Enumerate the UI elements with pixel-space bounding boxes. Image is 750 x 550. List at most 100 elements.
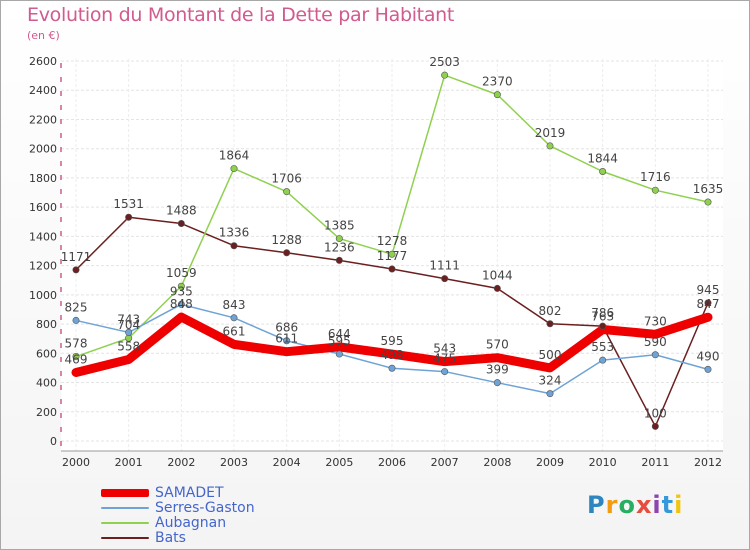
data-label-serres-gaston: 825 (65, 300, 88, 314)
data-point-serres-gaston (283, 337, 291, 345)
data-label-bats: 1171 (61, 250, 92, 264)
y-tick-label: 200 (36, 406, 57, 419)
data-label-bats: 1488 (166, 204, 197, 218)
data-label-samadet: 661 (223, 324, 246, 338)
data-label-bats: 945 (697, 283, 720, 297)
x-tick-label: 2002 (167, 456, 195, 469)
data-label-bats: 1236 (324, 240, 355, 254)
data-label-serres-gaston: 686 (275, 321, 298, 335)
data-label-bats: 1336 (219, 226, 250, 240)
data-label-samadet: 500 (539, 348, 562, 362)
data-label-samadet: 595 (381, 334, 404, 348)
data-point-serres-gaston (651, 351, 659, 359)
x-tick-label: 2003 (220, 456, 248, 469)
x-tick-label: 2009 (536, 456, 564, 469)
data-label-aubagnan: 1844 (587, 151, 618, 165)
y-tick-label: 800 (36, 318, 57, 331)
data-point-serres-gaston (335, 350, 343, 358)
data-point-bats (230, 242, 238, 250)
data-label-samadet: 570 (486, 338, 509, 352)
data-label-bats: 802 (539, 304, 562, 318)
data-label-samadet: 644 (328, 327, 351, 341)
y-tick-label: 1800 (29, 172, 57, 185)
data-label-serres-gaston: 590 (644, 335, 667, 349)
y-tick-label: 2200 (29, 113, 57, 126)
data-point-serres-gaston (704, 365, 712, 373)
data-label-samadet: 847 (697, 297, 720, 311)
legend-label: Bats (155, 530, 186, 546)
chart-title: Evolution du Montant de la Dette par Hab… (27, 4, 455, 26)
data-point-bats (335, 256, 343, 264)
data-label-serres-gaston: 324 (539, 374, 562, 388)
x-tick-label: 2006 (378, 456, 406, 469)
y-tick-label: 2000 (29, 143, 57, 156)
y-tick-label: 400 (36, 377, 57, 390)
y-tick-label: 0 (50, 435, 57, 448)
data-label-serres-gaston: 498 (381, 348, 404, 362)
x-tick-label: 2005 (325, 456, 353, 469)
x-tick-label: 2004 (273, 456, 301, 469)
data-label-aubagnan: 704 (117, 318, 140, 332)
data-point-serres-gaston (493, 379, 501, 387)
legend-label: Aubagnan (155, 515, 227, 531)
y-tick-label: 1600 (29, 201, 57, 214)
data-label-samadet: 611 (275, 332, 298, 346)
legend-swatch (101, 507, 149, 509)
data-point-bats (704, 299, 712, 307)
data-label-serres-gaston: 843 (223, 298, 246, 312)
x-tick-label: 2010 (589, 456, 617, 469)
legend-label: SAMADET (155, 485, 224, 501)
data-label-serres-gaston: 553 (591, 340, 614, 354)
data-label-serres-gaston: 475 (433, 352, 456, 366)
data-point-serres-gaston (546, 390, 554, 398)
data-label-aubagnan: 2370 (482, 75, 513, 89)
data-point-serres-gaston (125, 328, 133, 336)
x-tick-label: 2000 (62, 456, 90, 469)
data-label-serres-gaston: 399 (486, 363, 509, 377)
y-tick-label: 1200 (29, 260, 57, 273)
data-point-aubagnan (493, 91, 501, 99)
data-point-aubagnan (651, 186, 659, 194)
data-point-serres-gaston (230, 314, 238, 322)
y-tick-label: 1400 (29, 230, 57, 243)
data-label-aubagnan: 2019 (535, 126, 566, 140)
x-tick-label: 2008 (483, 456, 511, 469)
data-label-serres-gaston: 595 (328, 334, 351, 348)
data-point-bats (72, 266, 80, 274)
data-point-bats (441, 275, 449, 283)
data-point-aubagnan (283, 188, 291, 196)
data-point-aubagnan (335, 235, 343, 243)
data-label-aubagnan: 1635 (693, 182, 724, 196)
data-label-bats: 1111 (429, 259, 460, 273)
data-point-aubagnan (599, 167, 607, 175)
data-point-serres-gaston (72, 316, 80, 324)
data-point-serres-gaston (599, 356, 607, 364)
data-point-bats (546, 320, 554, 328)
data-point-bats (599, 322, 607, 330)
data-label-serres-gaston: 935 (170, 284, 193, 298)
data-label-aubagnan: 1278 (377, 234, 408, 248)
data-point-bats (125, 213, 133, 221)
data-point-serres-gaston (177, 300, 185, 308)
data-label-samadet: 763 (591, 309, 614, 323)
proxiti-logo: Proxiti (587, 491, 684, 519)
chart-subtitle: (en €) (27, 29, 60, 42)
data-point-aubagnan (546, 142, 554, 150)
data-point-bats (177, 220, 185, 228)
data-point-serres-gaston (388, 364, 396, 372)
data-label-aubagnan: 1864 (219, 149, 250, 163)
legend-label: Serres-Gaston (155, 500, 255, 516)
y-tick-label: 1000 (29, 289, 57, 302)
y-tick-label: 600 (36, 347, 57, 360)
data-label-serres-gaston: 490 (697, 349, 720, 363)
x-tick-label: 2007 (431, 456, 459, 469)
data-label-aubagnan: 1716 (640, 170, 671, 184)
data-label-aubagnan: 578 (65, 337, 88, 351)
data-point-bats (388, 265, 396, 273)
y-tick-label: 2600 (29, 55, 57, 68)
data-label-aubagnan: 1706 (271, 172, 302, 186)
data-label-samadet: 730 (644, 314, 667, 328)
data-point-bats (283, 249, 291, 257)
data-label-bats: 786 (591, 306, 614, 320)
